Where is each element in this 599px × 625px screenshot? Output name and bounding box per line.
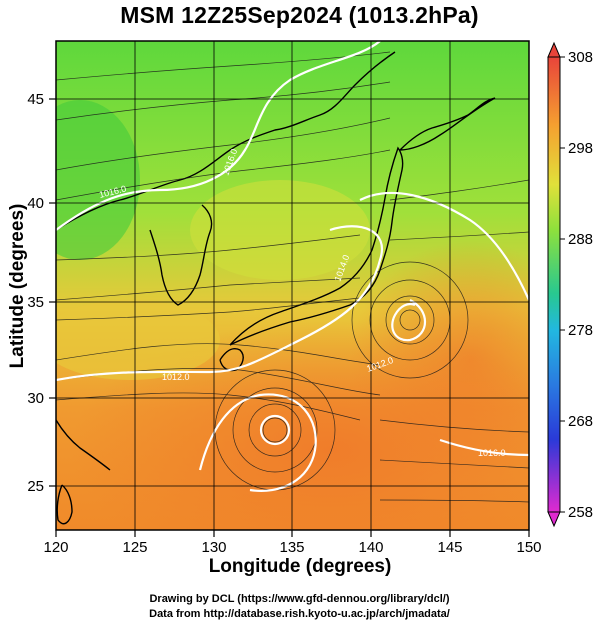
temperature-field	[56, 41, 529, 530]
credit-drawing: Drawing by DCL (https://www.gfd-dennou.o…	[149, 593, 450, 605]
credit-data-source: Data from http://database.rish.kyoto-u.a…	[149, 608, 450, 620]
y-axis-label: Latitude (degrees)	[7, 203, 28, 369]
x-axis-label: Longitude (degrees)	[208, 556, 392, 577]
y-tick-label: 25	[27, 478, 44, 495]
page-title: MSM 12Z25Sep2024 (1013.2hPa)	[120, 2, 479, 28]
x-tick-label: 150	[516, 539, 541, 556]
colorbar-tick-label: 308	[568, 49, 593, 66]
colorbar-tick-label: 288	[568, 231, 593, 248]
y-tick-labels: 25 30 35 40 45	[27, 91, 44, 495]
colorbar-bottom-arrow	[547, 511, 561, 528]
coast-taiwan	[56, 484, 73, 525]
colorbar-top-arrow	[547, 41, 561, 58]
x-tick-label: 140	[358, 539, 383, 556]
isobars	[56, 41, 529, 493]
colorbar-tick-label: 258	[568, 504, 593, 521]
coast-hokkaido	[399, 97, 496, 151]
streamlines	[56, 51, 529, 503]
y-tick-label: 40	[27, 195, 44, 212]
x-tick-label: 130	[201, 539, 226, 556]
colorbar: 308 298 288 278 268 258	[547, 41, 593, 528]
colorbar-tick-label: 278	[568, 322, 593, 339]
colorbar-tick-label: 298	[568, 140, 593, 157]
graticule	[56, 41, 529, 530]
x-tick-label: 145	[437, 539, 462, 556]
coast-honshu	[229, 146, 404, 346]
colorbar-tick-label: 268	[568, 413, 593, 430]
y-tick-label: 30	[27, 390, 44, 407]
x-tick-label: 135	[279, 539, 304, 556]
isobar-label: 1012.0	[162, 372, 190, 382]
y-tick-label: 45	[27, 91, 44, 108]
coast-china-south	[56, 419, 111, 471]
tick-marks	[49, 98, 530, 537]
colorbar-scale	[547, 56, 561, 513]
y-tick-label: 35	[27, 294, 44, 311]
x-tick-label: 125	[122, 539, 147, 556]
x-tick-label: 120	[43, 539, 68, 556]
x-tick-labels: 120 125 130 135 140 145 150	[43, 539, 541, 556]
isobar-label: 1016.0	[478, 448, 506, 458]
coast-korea-peninsula	[149, 204, 213, 306]
